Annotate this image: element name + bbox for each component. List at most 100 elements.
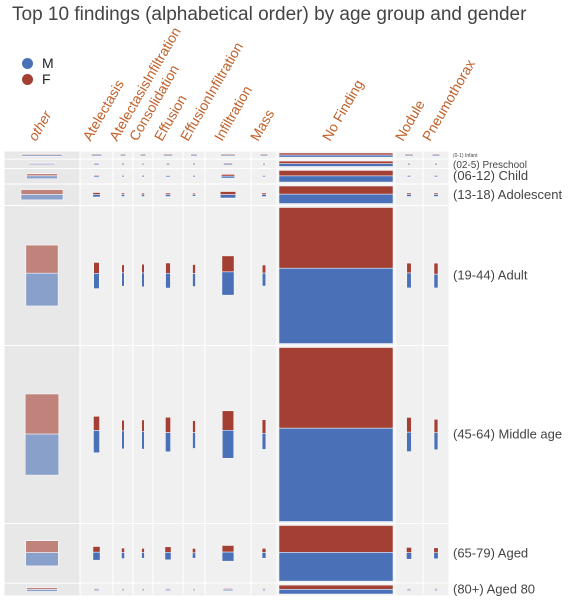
bar-segment-m [406,589,412,591]
bar-segment-m [220,194,236,199]
bar-segment-m [93,589,100,591]
bar-segment-m [141,589,145,591]
bar-segment-f [262,264,266,274]
bar-segment-m [406,175,412,178]
bar-segment-m [192,194,196,197]
bar-segment-m [121,589,125,591]
bar-segment-m [26,589,58,592]
row-label-65-79-aged: (65-79) Aged [453,545,528,560]
bar-segment-f [220,191,236,195]
bar-segment-m [222,589,234,591]
bar-segment-f [261,548,267,553]
bar-segment-m [406,194,412,197]
bar-segment-f [406,547,412,553]
bar-segment-m [406,272,412,289]
bar-segment-m [407,163,411,166]
bar-segment-m [262,175,266,178]
bar-segment-m [93,273,100,289]
bar-segment-f [433,547,439,553]
legend-label-f: F [42,71,51,87]
bar-segment-m [261,552,267,559]
row-label-45-64-middle-age: (45-64) Middle age [453,427,562,442]
bar-segment-m [164,552,172,561]
bar-segment-m [278,267,394,344]
column-label-mass: Mass [247,107,278,144]
bar-segment-m [278,193,394,204]
bar-segment-m [25,272,59,307]
bar-segment-m [278,175,394,183]
bar-segment-m [261,433,267,450]
bar-segment-m [141,163,145,166]
bar-segment-f [278,525,394,553]
bar-segment-f [221,255,235,273]
bar-segment-m [192,175,196,178]
bar-segment-f [261,192,267,195]
bar-segment-f [92,192,101,195]
bar-segment-m [262,163,266,166]
bar-segment-m [434,175,438,178]
bar-segment-m [278,427,394,522]
bar-segment-m [121,552,125,559]
bar-segment-f [121,264,125,274]
legend-swatch-m [22,57,33,69]
bar-segment-f [121,419,125,432]
bar-segment-m [434,163,438,166]
bar-segment-f [261,419,267,434]
row-label-02-5-preschool: (02-5) Preschool [453,160,527,171]
bar-segment-m [406,431,412,452]
bar-segment-m [222,429,234,459]
bar-segment-m [163,154,173,157]
bar-segment-m [121,430,125,450]
bar-segment-m [28,163,56,166]
bar-segment-f [25,540,59,553]
bar-segment-m [93,175,100,178]
bar-segment-f [278,185,394,195]
bar-segment-f [222,410,234,431]
bar-segment-m [221,271,235,296]
bar-segment-m [278,163,394,167]
legend-item-m: M [22,55,54,71]
bar-segment-f [278,170,394,177]
bar-segment-f [25,244,59,274]
bar-segment-f [278,207,394,269]
bar-segment-m [24,433,60,476]
bar-segment-m [262,589,266,591]
bar-segment-m [223,163,233,166]
bar-segment-m [141,552,145,559]
bar-segment-f [24,393,60,435]
row-label-19-44-adult: (19-44) Adult [453,268,528,283]
bar-segment-m [25,552,59,567]
bar-segment-f [93,416,100,431]
bar-segment-f [221,545,235,553]
bar-segment-f [406,417,412,433]
bar-segment-f [26,173,58,177]
bar-segment-f [192,264,196,274]
bar-segment-m [431,154,441,157]
bar-segment-m [221,551,235,562]
legend-label-m: M [42,55,54,71]
bar-segment-m [259,154,269,157]
bar-segment-m [165,589,171,591]
bar-segment-m [192,552,196,559]
bar-segment-f [141,263,145,274]
bar-segment-f [278,152,394,156]
bar-segment-m [221,175,235,179]
bar-segment-f [406,262,412,274]
bar-segment-m [121,194,125,197]
bar-segment-f [192,548,196,554]
bar-segment-m [165,175,171,178]
bar-segment-m [192,432,196,449]
bar-segment-m [141,272,145,288]
bar-segment-m [406,552,412,560]
bar-segment-m [278,552,394,582]
bar-segment-m [278,154,394,158]
bar-segment-m [220,154,236,157]
bar-segment-m [26,175,58,179]
bar-segment-m [433,194,439,197]
chart-title: Top 10 findings (alphabetical order) by … [12,4,527,25]
bar-segment-m [192,273,196,287]
bar-segment-m [92,194,101,198]
bar-segment-m [165,432,171,453]
bar-segment-m [20,194,64,201]
row-label-06-12-child: (06-12) Child [453,168,528,183]
